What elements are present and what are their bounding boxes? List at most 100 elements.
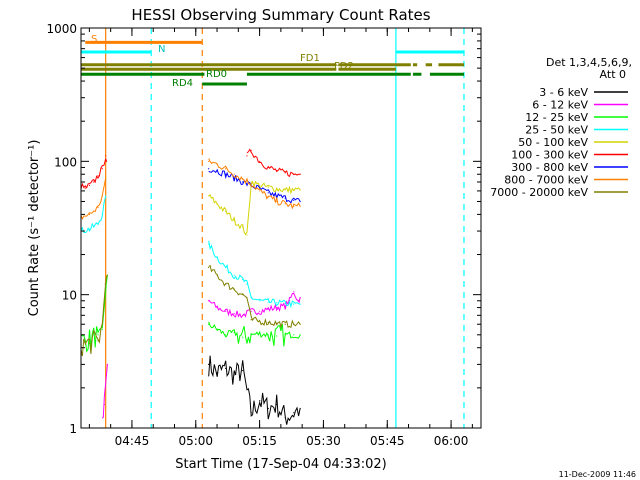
data-point — [250, 181, 252, 183]
data-point — [216, 274, 218, 276]
data-point — [250, 183, 252, 185]
data-point — [293, 334, 295, 336]
data-point — [284, 323, 286, 325]
legend-label: 800 - 7000 keV — [504, 174, 588, 187]
data-point — [216, 306, 218, 309]
data-point — [250, 412, 252, 414]
plot-frame — [80, 27, 482, 429]
data-point — [250, 319, 252, 321]
series-50-100-kev — [208, 180, 301, 236]
data-point — [293, 323, 295, 325]
data-point — [233, 288, 235, 290]
data-point — [276, 322, 278, 324]
data-point — [267, 308, 269, 310]
data-point — [97, 175, 99, 177]
data-point — [104, 283, 106, 285]
data-point — [284, 334, 286, 336]
legend-label: 100 - 300 keV — [511, 149, 588, 162]
data-point — [276, 335, 278, 337]
y-tick-label: 1 — [69, 422, 77, 436]
data-point — [233, 219, 235, 222]
data-point — [293, 189, 295, 191]
y-axis-label: Count Rate (s⁻¹ detector⁻¹) — [27, 140, 42, 317]
data-point — [242, 294, 244, 296]
data-point — [106, 363, 108, 365]
data-point — [267, 196, 269, 198]
data-point — [259, 300, 261, 302]
series-line — [208, 180, 301, 236]
series-12-25-kev — [80, 274, 301, 353]
data-point — [105, 195, 107, 197]
data-point — [284, 302, 286, 305]
x-tick-label: 06:00 — [434, 434, 469, 448]
series-7000-20000-kev — [80, 264, 301, 357]
data-point — [97, 223, 99, 225]
data-point — [97, 334, 99, 336]
series-line — [80, 274, 108, 357]
data-point — [267, 301, 269, 303]
data-point — [276, 170, 278, 172]
data-point — [267, 186, 269, 188]
data-point — [225, 168, 227, 170]
data-point — [267, 321, 269, 323]
data-point — [208, 323, 210, 325]
data-point — [250, 297, 252, 299]
data-point — [216, 328, 218, 330]
data-point — [284, 203, 286, 205]
data-point — [267, 407, 269, 410]
data-point — [267, 334, 269, 336]
data-point — [284, 189, 286, 191]
series-100-300-kev — [80, 148, 301, 190]
plot-layer — [80, 28, 465, 429]
data-point — [259, 333, 261, 335]
data-point — [276, 302, 278, 304]
data-point — [242, 226, 244, 228]
data-point — [293, 173, 295, 175]
data-point — [97, 206, 99, 209]
flag-label-fd1: FD1 — [300, 53, 320, 64]
x-tick-label: 05:30 — [306, 434, 341, 448]
series-line — [80, 275, 108, 353]
data-point — [233, 177, 235, 179]
legend-header-line2: Att 0 — [600, 68, 626, 81]
legend-label: 3 - 6 keV — [539, 86, 588, 99]
data-point — [233, 274, 235, 276]
data-point — [299, 334, 301, 336]
y-tick-label: 100 — [54, 155, 77, 169]
data-point — [246, 234, 248, 236]
data-point — [246, 283, 248, 285]
data-point — [293, 303, 295, 305]
data-point — [225, 266, 227, 269]
data-point — [267, 166, 269, 169]
flag-label-n: N — [158, 44, 165, 55]
x-tick-label: 04:45 — [115, 434, 150, 448]
data-point — [88, 184, 91, 186]
data-point — [246, 155, 248, 157]
x-axis-label: Start Time (17-Sep-04 04:33:02) — [175, 457, 386, 472]
data-point — [225, 310, 227, 312]
series-line — [208, 168, 301, 204]
data-point — [284, 172, 286, 174]
data-point — [233, 313, 235, 315]
data-point — [242, 314, 244, 316]
data-point — [299, 303, 301, 305]
flag-label-rd0: RD0 — [206, 69, 227, 80]
data-point — [208, 195, 210, 197]
data-point — [299, 205, 301, 207]
data-point — [259, 400, 261, 402]
data-point — [293, 412, 295, 414]
data-point — [299, 407, 301, 410]
x-tick-label: 05:15 — [242, 434, 277, 448]
data-point — [299, 323, 301, 325]
data-point — [250, 150, 252, 152]
data-point — [225, 283, 227, 285]
series-line — [208, 240, 301, 309]
series-3-6-kev — [208, 355, 301, 425]
series-line — [101, 364, 108, 419]
data-point — [259, 320, 261, 323]
data-point — [299, 189, 301, 191]
data-point — [208, 168, 210, 170]
data-point — [250, 334, 252, 336]
data-point — [101, 195, 103, 197]
legend-label: 12 - 25 keV — [525, 111, 588, 124]
